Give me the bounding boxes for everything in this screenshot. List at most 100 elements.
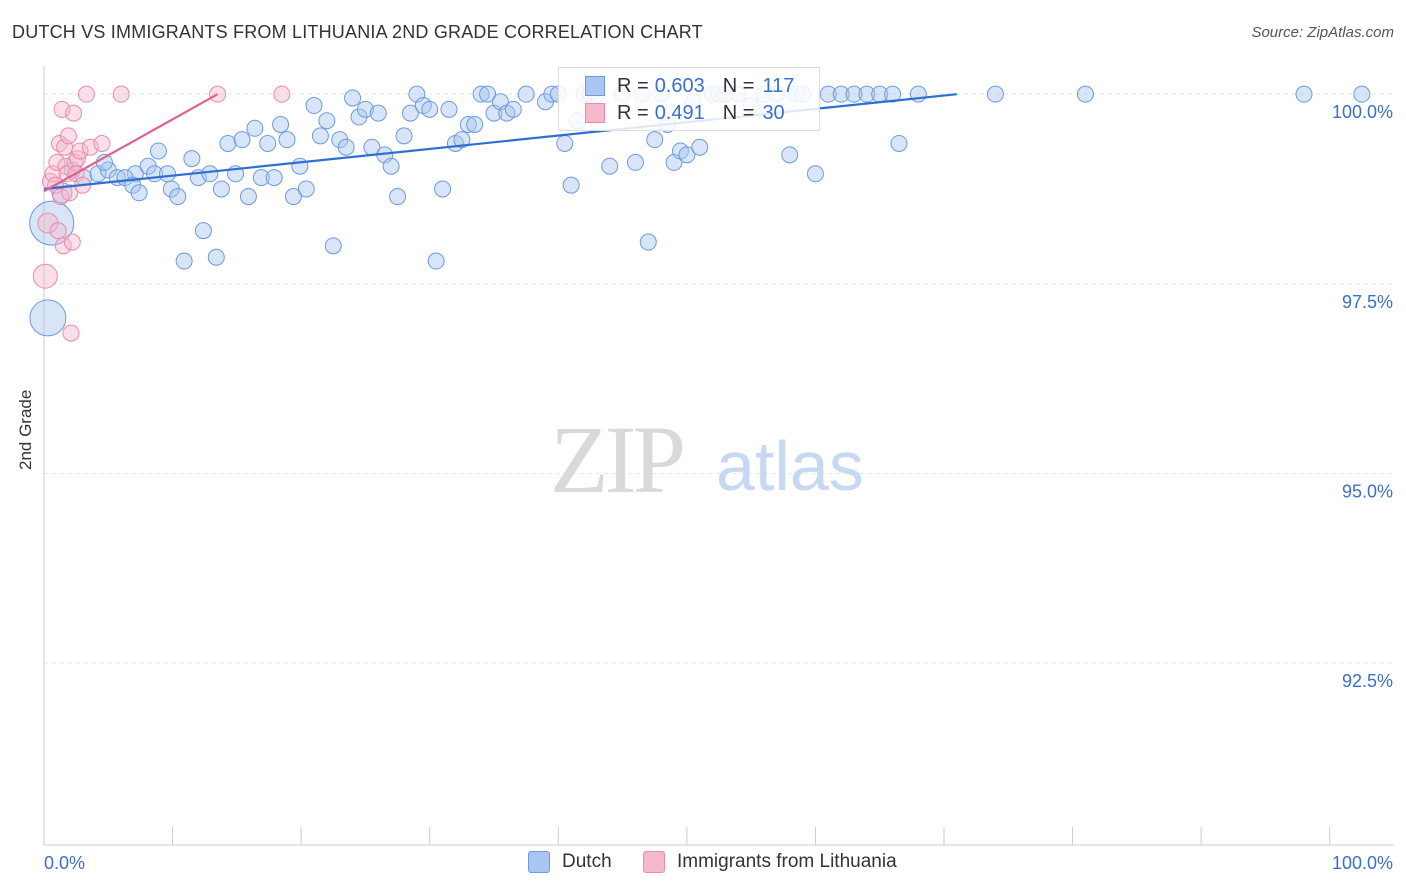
dutch-point	[252, 169, 270, 187]
n-value: 30	[762, 101, 785, 124]
dutch-point	[517, 85, 535, 103]
stats-legend: R = 0.603 N = 117 R = 0.491 N = 30	[558, 67, 820, 131]
lithuania-point	[54, 237, 72, 255]
dutch-point	[806, 165, 824, 183]
dutch-point	[207, 248, 225, 266]
stats-row-lithuania: R = 0.491 N = 30	[559, 100, 785, 126]
dutch-point	[29, 299, 67, 337]
dutch-point	[781, 146, 799, 164]
dutch-point	[646, 131, 664, 149]
dutch-point	[819, 85, 837, 103]
dutch-point	[369, 104, 387, 122]
dutch-point	[691, 138, 709, 156]
dutch-point	[1076, 85, 1094, 103]
dutch-point	[678, 146, 696, 164]
r-label: R =	[617, 101, 649, 124]
dutch-legend-label: Dutch	[562, 851, 612, 872]
dutch-point	[233, 131, 251, 149]
dutch-point	[311, 127, 329, 145]
dutch-point	[194, 222, 212, 240]
stats-row-dutch: R = 0.603 N = 117	[559, 73, 794, 99]
legend-item-lithuania[interactable]: Immigrants from Lithuania	[643, 851, 897, 873]
dutch-legend-swatch	[528, 851, 550, 873]
lithuania-point	[77, 85, 95, 103]
lithuania-point	[93, 134, 111, 152]
dutch-point	[890, 134, 908, 152]
axes	[43, 66, 1394, 846]
dutch-point	[556, 134, 574, 152]
dutch-point	[472, 85, 490, 103]
dutch-point	[434, 180, 452, 198]
dutch-point	[421, 100, 439, 118]
dutch-point	[344, 89, 362, 107]
r-value: 0.491	[654, 101, 705, 124]
lithuania-swatch	[585, 103, 605, 123]
dutch-point	[130, 184, 148, 202]
dutch-point	[1353, 85, 1371, 103]
lithuania-point	[61, 184, 79, 202]
dutch-point	[884, 85, 902, 103]
chart-title: DUTCH VS IMMIGRANTS FROM LITHUANIA 2ND G…	[12, 22, 703, 42]
dutch-point	[149, 142, 167, 160]
dutch-point	[219, 134, 237, 152]
dutch-point	[440, 100, 458, 118]
n-label: N =	[722, 101, 755, 124]
dutch-point	[382, 157, 400, 175]
n-label: N =	[722, 74, 755, 97]
dutch-point	[427, 252, 445, 270]
lithuania-point	[273, 85, 291, 103]
watermark: ZIP atlas	[550, 406, 864, 513]
dutch-point	[626, 153, 644, 171]
lithuania-point	[65, 104, 83, 122]
dutch-point	[601, 157, 619, 175]
dutch-point	[175, 252, 193, 270]
dutch-point	[395, 127, 413, 145]
dutch-point	[318, 112, 336, 130]
dutch-point	[858, 85, 876, 103]
lithuania-point	[32, 263, 58, 289]
dutch-point	[639, 233, 657, 251]
y-tick-label: 92.5%	[1342, 671, 1393, 691]
lithuania-point	[112, 85, 130, 103]
lithuania-trend-line	[43, 93, 219, 193]
dutch-point	[158, 165, 176, 183]
r-label: R =	[617, 74, 649, 97]
dutch-point	[562, 176, 580, 194]
y-tick-label: 95.0%	[1342, 481, 1393, 501]
dutch-point	[453, 131, 471, 149]
grid-lines	[44, 93, 1394, 664]
dutch-point	[212, 180, 230, 198]
dutch-point	[291, 157, 309, 175]
source-label: Source: ZipAtlas.com	[1251, 24, 1394, 41]
lithuania-point	[52, 188, 70, 206]
dutch-point	[337, 138, 355, 156]
lithuania-point	[59, 127, 77, 145]
dutch-point	[832, 85, 850, 103]
dutch-point	[305, 97, 323, 115]
dutch-point	[845, 85, 863, 103]
y-tick-label: 100.0%	[1332, 102, 1393, 122]
lithuania-point	[49, 222, 67, 240]
r-value: 0.603	[654, 74, 705, 97]
dutch-point	[401, 104, 419, 122]
lithuania-point	[48, 153, 66, 171]
dutch-point	[246, 119, 264, 137]
dutch-point	[466, 116, 484, 134]
lithuania-point	[62, 324, 80, 342]
lithuania-point	[71, 142, 89, 160]
dutch-point	[1295, 85, 1313, 103]
dutch-point	[201, 165, 219, 183]
dutch-point	[239, 188, 257, 206]
dutch-point	[459, 116, 477, 134]
x-tick-label: 100.0%	[1332, 853, 1393, 873]
dutch-point	[284, 188, 302, 206]
tick-labels: 92.5% 95.0% 97.5% 100.0% 0.0% 100.0%	[44, 102, 1393, 873]
legend-item-dutch[interactable]: Dutch	[528, 851, 612, 873]
dutch-point	[278, 131, 296, 149]
watermark-atlas: atlas	[716, 427, 864, 505]
dutch-point	[986, 85, 1004, 103]
dutch-point	[259, 134, 277, 152]
dutch-point	[297, 180, 315, 198]
dutch-point	[479, 85, 497, 103]
